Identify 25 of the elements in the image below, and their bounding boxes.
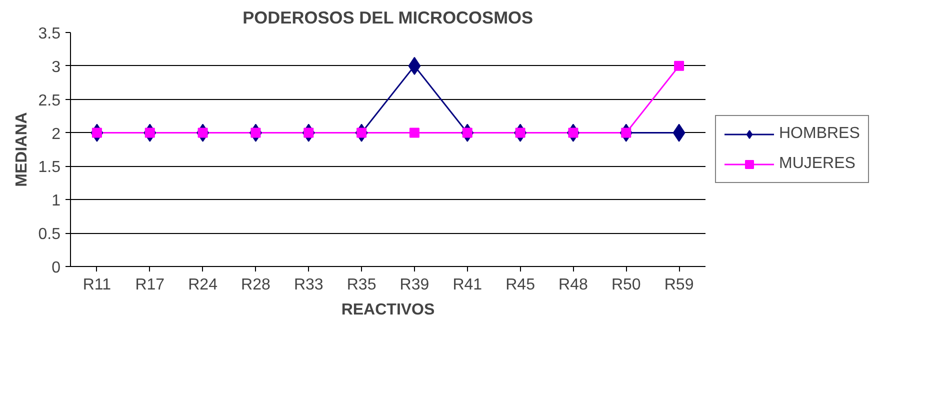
y-tick-label: 1.5 — [38, 159, 61, 176]
x-tick-label: R59 — [664, 276, 694, 294]
y-tick-label: 2.5 — [38, 92, 61, 110]
legend-label: MUJERES — [779, 155, 856, 173]
y-axis-title: MEDIANA — [13, 112, 30, 187]
x-tick-label: R48 — [558, 276, 588, 294]
legend-label: HOMBRES — [779, 125, 860, 143]
x-tick-label: R39 — [400, 276, 430, 294]
x-tick-label: R33 — [294, 276, 324, 294]
x-tick-label: R45 — [506, 276, 536, 294]
y-tick-label: 1 — [52, 192, 61, 210]
x-tick-label: R50 — [611, 276, 641, 294]
y-tick-label: 3.5 — [38, 26, 61, 42]
chart-title: PODEROSOS DEL MICROCOSMOS — [242, 8, 534, 28]
x-tick-label: R11 — [82, 276, 112, 294]
x-tick-label: R17 — [135, 276, 165, 294]
x-tick-label: R24 — [188, 276, 218, 294]
x-tick-label: R28 — [241, 276, 270, 294]
y-tick-label: 2 — [52, 126, 61, 143]
y-tick-label: 0.5 — [38, 226, 61, 244]
y-tick-label: 3 — [52, 58, 61, 76]
x-tick-label: R41 — [452, 276, 482, 294]
y-tick-label: 0 — [52, 260, 61, 276]
x-axis-title: REACTIVOS — [341, 302, 435, 318]
x-tick-label: R35 — [346, 276, 376, 294]
